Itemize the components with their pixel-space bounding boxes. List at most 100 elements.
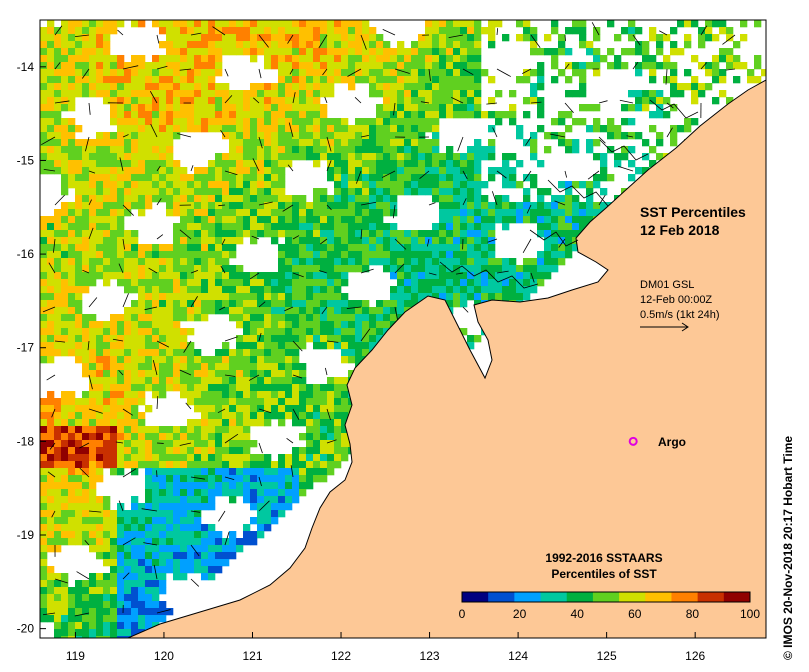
sst-cell (96, 454, 104, 462)
sst-cell (194, 244, 202, 252)
y-tick-label: -18 (17, 434, 35, 448)
sst-cell (607, 62, 615, 70)
sst-cell (257, 286, 265, 294)
map-title-line2: 12 Feb 2018 (640, 222, 720, 238)
sst-cell (257, 482, 265, 490)
sst-cell (278, 62, 286, 70)
sst-cell (152, 545, 160, 553)
sst-cell (187, 118, 195, 126)
sst-cell (453, 111, 461, 119)
sst-cell (208, 34, 216, 42)
sst-cell (110, 167, 118, 175)
sst-cell (243, 454, 251, 462)
sst-cell (334, 153, 342, 161)
sst-cell (299, 202, 307, 210)
current-arrow (224, 170, 238, 176)
sst-cell (313, 216, 321, 224)
sst-cell (299, 384, 307, 392)
sst-cell (320, 335, 328, 343)
sst-cell (264, 83, 272, 91)
sst-cell (187, 307, 195, 315)
sst-cell (103, 545, 111, 553)
sst-cell (369, 90, 377, 98)
sst-cell (47, 20, 55, 28)
sst-cell (117, 405, 125, 413)
sst-cell (138, 76, 146, 84)
sst-cell (530, 41, 538, 49)
sst-cell (285, 321, 293, 329)
sst-cell (117, 356, 125, 364)
sst-cell (215, 258, 223, 266)
sst-cell (271, 160, 279, 168)
sst-cell (96, 174, 104, 182)
sst-cell (124, 286, 132, 294)
sst-cell (243, 419, 251, 427)
sst-cell (362, 328, 370, 336)
sst-cell (173, 461, 181, 469)
sst-cell (467, 202, 475, 210)
sst-cell (285, 48, 293, 56)
sst-cell (243, 286, 251, 294)
sst-cell (61, 272, 69, 280)
sst-cell (187, 468, 195, 476)
sst-cell (89, 608, 97, 616)
sst-cell (390, 230, 398, 238)
sst-cell (306, 384, 314, 392)
sst-cell (103, 195, 111, 203)
sst-cell (138, 587, 146, 595)
current-arrow (149, 91, 158, 104)
sst-cell (173, 314, 181, 322)
sst-cell (194, 524, 202, 532)
sst-cell (278, 132, 286, 140)
sst-cell (82, 167, 90, 175)
current-arrow (122, 65, 139, 70)
sst-cell (481, 223, 489, 231)
sst-cell (187, 202, 195, 210)
sst-cell (516, 20, 524, 28)
current-arrow (486, 102, 498, 105)
sst-cell (453, 230, 461, 238)
sst-cell (40, 237, 48, 245)
sst-cell (446, 244, 454, 252)
sst-cell (187, 559, 195, 567)
sst-cell (40, 405, 48, 413)
sst-cell (75, 405, 83, 413)
sst-cell (425, 146, 433, 154)
sst-cell (236, 538, 244, 546)
sst-cell (82, 335, 90, 343)
sst-cell (670, 90, 678, 98)
sst-cell (418, 139, 426, 147)
sst-cell (201, 482, 209, 490)
sst-cell (229, 356, 237, 364)
sst-cell (446, 286, 454, 294)
sst-cell (145, 370, 153, 378)
sst-cell (334, 132, 342, 140)
sst-cell (355, 125, 363, 133)
sst-cell (446, 83, 454, 91)
sst-cell (40, 125, 48, 133)
sst-cell (68, 510, 76, 518)
sst-cell (376, 160, 384, 168)
sst-cell (369, 167, 377, 175)
sst-cell (96, 335, 104, 343)
sst-cell (103, 398, 111, 406)
sst-cell (173, 573, 181, 581)
sst-cell (453, 237, 461, 245)
sst-cell (54, 531, 62, 539)
sst-cell (194, 27, 202, 35)
sst-cell (145, 594, 153, 602)
sst-cell (138, 321, 146, 329)
sst-cell (551, 251, 559, 259)
sst-cell (222, 398, 230, 406)
sst-cell (173, 454, 181, 462)
sst-cell (159, 307, 167, 315)
sst-cell (236, 202, 244, 210)
sst-cell (705, 34, 713, 42)
current-arrow (190, 476, 205, 480)
sst-cell (117, 384, 125, 392)
sst-cell (68, 468, 76, 476)
sst-cell (523, 293, 531, 301)
sst-cell (327, 90, 335, 98)
sst-cell (103, 370, 111, 378)
sst-cell (75, 76, 83, 84)
